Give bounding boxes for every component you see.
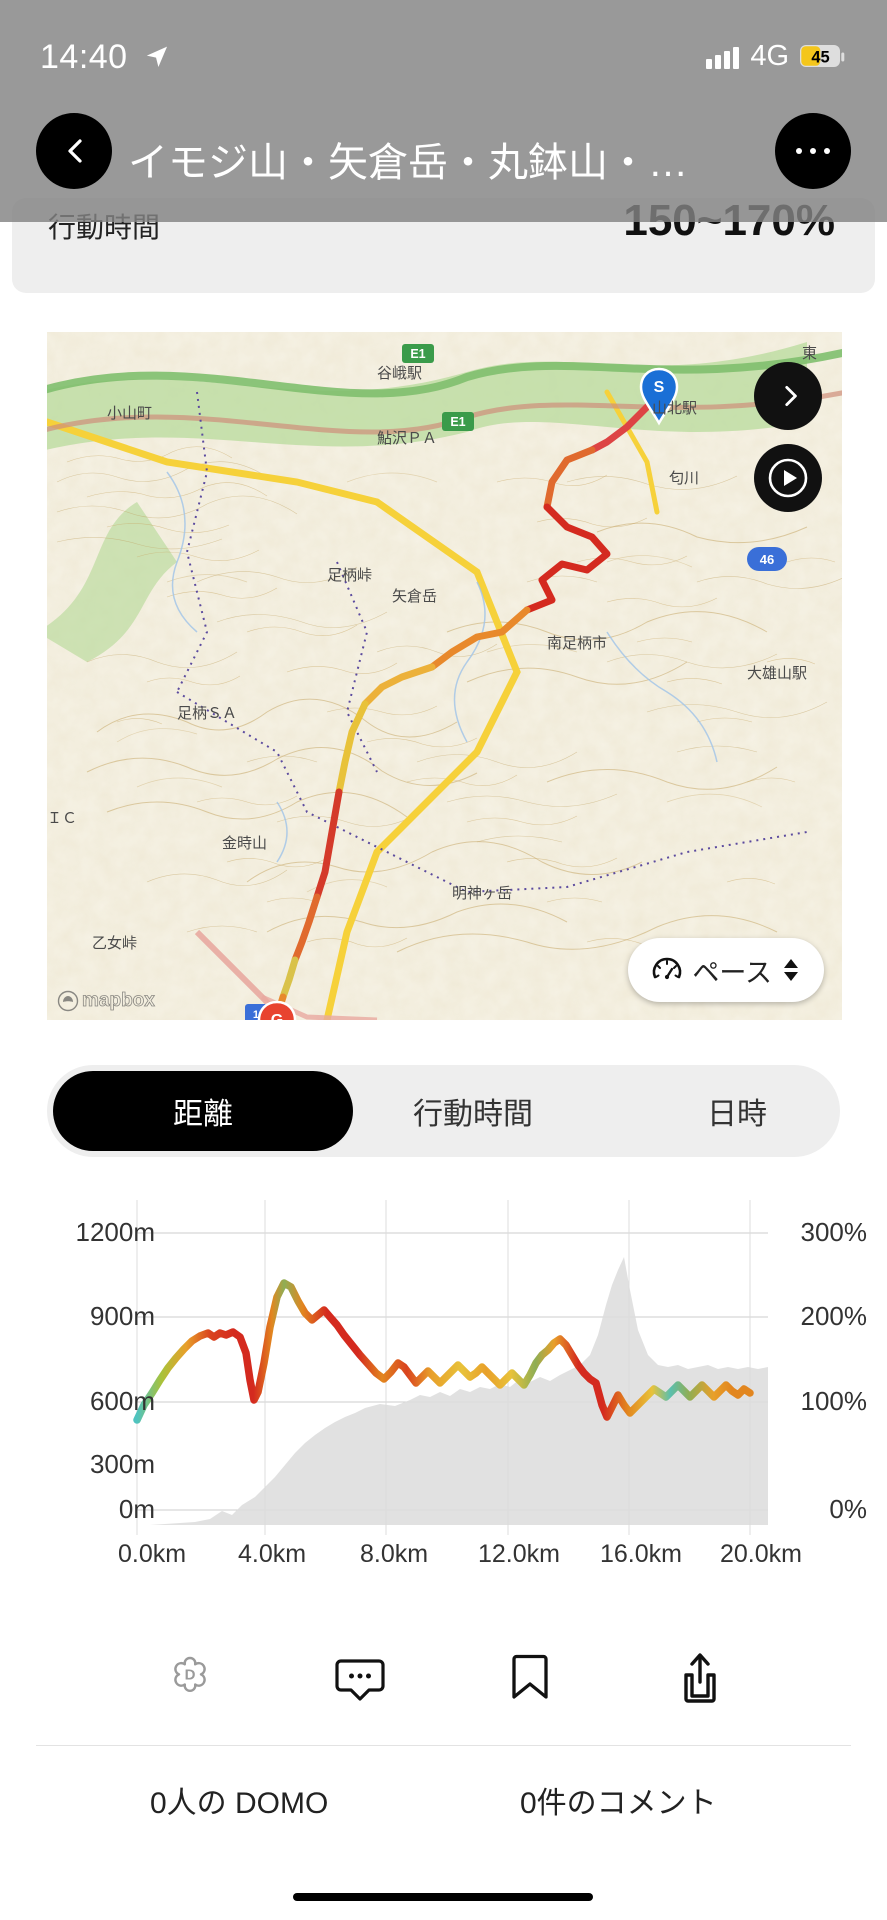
svg-text:E1: E1: [450, 415, 465, 429]
svg-text:D: D: [185, 1667, 196, 1684]
svg-text:45: 45: [811, 48, 829, 66]
svg-text:S: S: [654, 379, 665, 396]
svg-text:46: 46: [760, 552, 774, 567]
svg-text:E1: E1: [410, 347, 425, 361]
svg-text:G: G: [271, 1012, 283, 1020]
